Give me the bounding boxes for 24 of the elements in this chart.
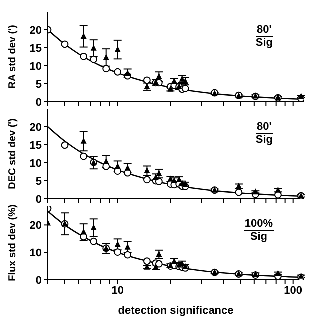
y-tick-label: 10 xyxy=(30,158,42,170)
y-tick-label: 5 xyxy=(36,176,42,188)
annotation: Sig xyxy=(249,231,268,243)
y-tick-label: 15 xyxy=(30,42,42,55)
x-tick-label: 100 xyxy=(284,284,303,297)
y-tick-label: 5 xyxy=(36,78,42,91)
y-tick-label: 10 xyxy=(30,248,42,260)
x-axis-title: detection significance xyxy=(118,305,234,317)
y-tick-label: 20 xyxy=(30,24,42,37)
y-tick-label: 15 xyxy=(30,140,42,152)
y-tick-label: 20 xyxy=(30,122,42,134)
annotation: 100% xyxy=(244,218,274,231)
y-axis-title: Flux std dev (%) xyxy=(8,204,19,282)
y-axis-title: RA std dev (') xyxy=(8,25,19,89)
y-tick-label: 0 xyxy=(36,96,42,109)
y-tick-label: 0 xyxy=(36,274,42,287)
y-tick-label: 10 xyxy=(30,60,42,73)
y-axis-title: DEC std dev (') xyxy=(8,118,19,190)
y-tick-label: 0 xyxy=(36,194,42,206)
annotation: Sig xyxy=(254,37,274,49)
annotation: 80' xyxy=(256,121,273,134)
y-tick-label: 20 xyxy=(30,220,42,232)
annotation: 80' xyxy=(256,24,273,37)
annotation: Sig xyxy=(254,134,274,146)
